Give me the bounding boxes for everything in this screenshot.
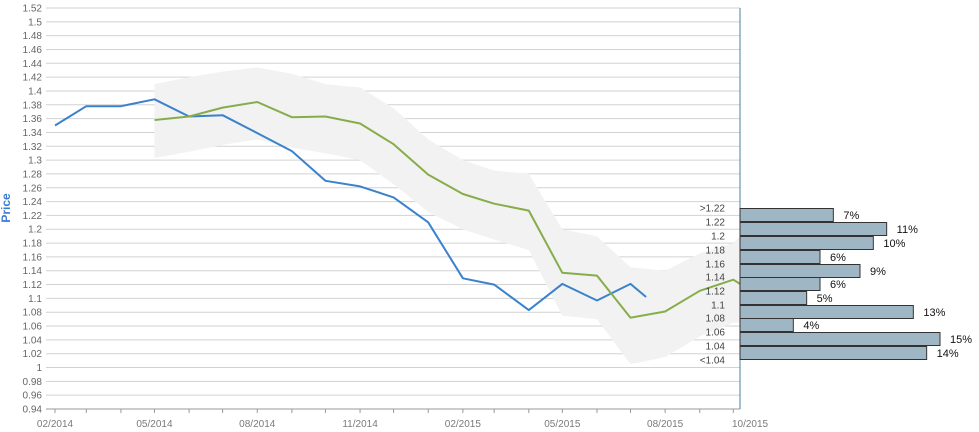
histogram-percent-label: 4%	[803, 320, 819, 332]
series-lines	[54, 98, 741, 319]
histogram-bar	[739, 208, 834, 222]
x-tick-label: 08/2014	[239, 419, 276, 430]
histogram-bar	[739, 291, 808, 305]
y-tick-label: 1.02	[23, 349, 43, 360]
histogram-percent-label: 10%	[883, 238, 905, 250]
y-tick-label: 1.28	[23, 169, 43, 180]
x-tick-label: 05/2014	[136, 419, 173, 430]
y-tick-label: 0.98	[23, 377, 43, 388]
y-tick-label: 1.14	[23, 266, 43, 277]
histogram-bar	[739, 318, 794, 332]
histogram-category-label: 1.04	[706, 342, 726, 353]
y-tick-label: 1.46	[23, 45, 43, 56]
y-tick-label: 1.12	[23, 280, 43, 291]
y-tick-label: 1.36	[23, 114, 43, 125]
y-tick-label: 1.34	[23, 128, 43, 139]
histogram-category-label: 1.08	[706, 314, 726, 325]
y-axis-label: Price	[0, 193, 13, 223]
x-tick-label: 05/2015	[544, 419, 581, 430]
histogram-bar	[739, 250, 821, 264]
y-tick-label: 1.22	[23, 211, 43, 222]
y-tick-label: 1.2	[28, 225, 42, 236]
distribution-histogram: >1.22 1.22 1.2 1.18 1.16 1.14 1.12 1.1 1.08 1.06 1…	[700, 204, 973, 367]
histogram-category-label: 1.06	[706, 328, 726, 339]
histogram-category-label: <1.04	[700, 356, 726, 367]
y-tick-label: 1.32	[23, 142, 43, 153]
histogram-percent-label: 15%	[950, 334, 972, 346]
y-tick-label: 1.48	[23, 31, 43, 42]
x-tick-label: 08/2015	[647, 419, 684, 430]
y-tick-label: 1.16	[23, 252, 43, 263]
y-tick-label: 1.04	[23, 335, 43, 346]
histogram-category-label: 1.16	[706, 260, 726, 271]
histogram-bar	[739, 236, 874, 250]
histogram-bar	[739, 346, 928, 360]
forecast-price-line	[154, 101, 741, 319]
x-tick-label: 02/2014	[37, 419, 74, 430]
histogram-bar	[739, 332, 941, 346]
y-tick-label: 1.08	[23, 308, 43, 319]
histogram-percent-label: 5%	[817, 293, 833, 305]
y-tick-label: 1.42	[23, 73, 43, 84]
histogram-bar	[739, 305, 914, 319]
histogram-category-label: 1.22	[706, 218, 726, 229]
y-tick-label: 1.52	[23, 4, 43, 15]
histogram-percent-label: 11%	[897, 224, 918, 236]
y-tick-label: 1.38	[23, 100, 43, 111]
x-tick-label: 11/2014	[342, 419, 378, 430]
y-tick-label: 1.4	[28, 86, 42, 97]
histogram-bar	[739, 264, 861, 278]
histogram-percent-label: 7%	[843, 210, 859, 222]
histogram-percent-label: 9%	[870, 266, 886, 278]
y-tick-label: 1.5	[28, 17, 42, 28]
y-tick-label: 1.26	[23, 183, 43, 194]
x-tick-label: 10/2015	[732, 419, 769, 430]
histogram-category-label: 1.2	[711, 232, 725, 243]
histogram-percent-label: 13%	[923, 307, 945, 319]
histogram-percent-label: 14%	[937, 348, 959, 360]
band-area	[154, 67, 740, 365]
actual-price-line	[54, 98, 647, 312]
y-tick-label: 1	[36, 363, 42, 374]
histogram-bar	[739, 222, 888, 236]
y-tick-label: 0.96	[23, 391, 43, 402]
x-tick-label: 02/2015	[445, 419, 482, 430]
y-tick-label: 1.1	[28, 294, 42, 305]
histogram-percent-label: 6%	[830, 279, 846, 291]
histogram-bar	[739, 277, 821, 291]
y-tick-label: 0.94	[23, 405, 43, 416]
histogram-category-label: 1.14	[706, 273, 726, 284]
y-tick-labels: 0.94 0.96 0.98 1 1.02 1.04 1.06 1.08 1.1 1.12 1.14…	[23, 4, 43, 416]
y-tick-label: 1.3	[28, 156, 42, 167]
y-tick-label: 1.44	[23, 59, 43, 70]
histogram-percent-label: 6%	[830, 252, 846, 264]
histogram-category-label: >1.22	[700, 204, 726, 215]
histogram-category-label: 1.1	[711, 301, 725, 312]
histogram-category-label: 1.12	[706, 287, 726, 298]
x-tick-labels: 02/2014 05/2014 08/2014 11/2014 02/2015 05/20…	[37, 419, 769, 430]
y-tick-label: 1.18	[23, 239, 43, 250]
histogram-category-label: 1.18	[706, 246, 726, 257]
y-tick-label: 1.06	[23, 322, 43, 333]
y-tick-label: 1.24	[23, 197, 43, 208]
confidence-band	[154, 67, 740, 365]
